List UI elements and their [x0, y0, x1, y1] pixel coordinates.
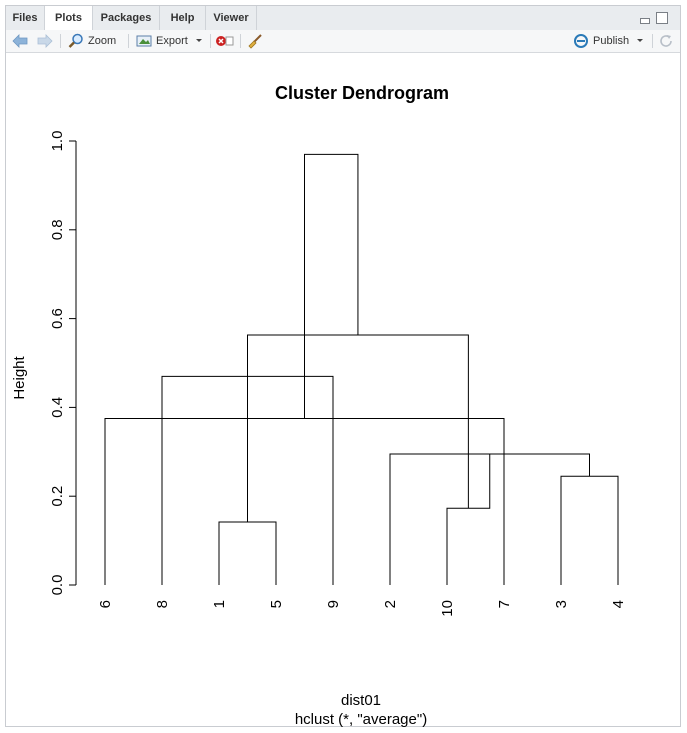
- tab-packages[interactable]: Packages: [93, 6, 160, 30]
- maximize-pane-icon[interactable]: [656, 12, 668, 24]
- plot-area: Cluster Dendrogram Height dist01 hclust …: [6, 53, 682, 728]
- toolbar-divider: [128, 34, 129, 48]
- dendrogram-chart: Cluster Dendrogram Height dist01 hclust …: [11, 83, 627, 728]
- dendrogram-branch: [304, 153, 359, 419]
- tab-viewer[interactable]: Viewer: [206, 6, 257, 30]
- x-axis-label: dist01: [341, 692, 381, 709]
- plots-toolbar: Zoom Export: [6, 30, 680, 53]
- chart-title: Cluster Dendrogram: [275, 83, 449, 103]
- export-label: Export: [156, 35, 188, 47]
- chevron-down-icon: [195, 39, 202, 42]
- leaf-label: 3: [553, 600, 570, 608]
- leaf-label: 7: [496, 600, 513, 608]
- tab-plots[interactable]: Plots: [45, 6, 93, 31]
- leaf-label: 9: [325, 600, 342, 608]
- arrow-left-icon: [12, 34, 28, 48]
- chevron-down-icon: [637, 39, 644, 42]
- y-tick-label: 1.0: [49, 131, 66, 152]
- y-axis-label: Height: [11, 355, 28, 399]
- publish-label: Publish: [593, 35, 630, 47]
- tab-files[interactable]: Files: [6, 6, 45, 30]
- leaf-labels: 6 8 1 5 9 2 10 7 3 4: [97, 600, 627, 617]
- image-export-icon: [136, 35, 152, 47]
- y-tick-label: 0.0: [49, 575, 66, 596]
- minimize-pane-icon[interactable]: [640, 18, 650, 24]
- method-sublabel: hclust (*, "average"): [295, 711, 427, 728]
- refresh-button[interactable]: [658, 30, 674, 52]
- broom-icon: [248, 34, 262, 49]
- leaf-label: 8: [154, 600, 171, 608]
- plots-pane: Files Plots Packages Help Viewer Zoom: [5, 5, 682, 728]
- dendrogram-branch: [560, 475, 619, 585]
- refresh-icon: [660, 35, 672, 47]
- leaf-label: 1: [211, 600, 228, 608]
- remove-plot-icon: [216, 36, 234, 46]
- leaf-label: 4: [610, 600, 627, 608]
- y-axis: 0.0 0.2 0.4 0.6 0.8 1.0: [49, 131, 77, 596]
- export-button[interactable]: Export: [136, 30, 204, 52]
- leaf-label: 2: [382, 600, 399, 608]
- toolbar-divider: [60, 34, 61, 48]
- y-tick-label: 0.8: [49, 219, 66, 240]
- y-tick-label: 0.6: [49, 308, 66, 329]
- y-tick-label: 0.4: [49, 397, 66, 418]
- dendrogram-branches: [104, 153, 619, 585]
- tab-bar: Files Plots Packages Help Viewer: [6, 6, 680, 31]
- leaf-label: 6: [97, 600, 114, 608]
- clear-plots-button[interactable]: [247, 30, 263, 52]
- back-button[interactable]: [12, 30, 28, 52]
- dendrogram-branch: [247, 334, 469, 509]
- publish-button[interactable]: Publish: [573, 30, 645, 52]
- forward-button[interactable]: [37, 30, 53, 52]
- remove-plot-button[interactable]: [215, 30, 235, 52]
- leaf-label: 5: [268, 600, 285, 608]
- arrow-right-icon: [37, 34, 53, 48]
- leaf-label: 10: [439, 600, 456, 617]
- dendrogram-branch: [104, 418, 505, 585]
- toolbar-divider: [240, 34, 241, 48]
- toolbar-divider: [652, 34, 653, 48]
- magnifier-icon: [68, 33, 83, 48]
- zoom-button[interactable]: Zoom: [68, 30, 116, 52]
- tab-help[interactable]: Help: [160, 6, 206, 30]
- zoom-label: Zoom: [88, 35, 117, 47]
- toolbar-divider: [210, 34, 211, 48]
- dendrogram-branch: [218, 521, 277, 585]
- publish-icon: [574, 34, 588, 48]
- y-tick-label: 0.2: [49, 486, 66, 507]
